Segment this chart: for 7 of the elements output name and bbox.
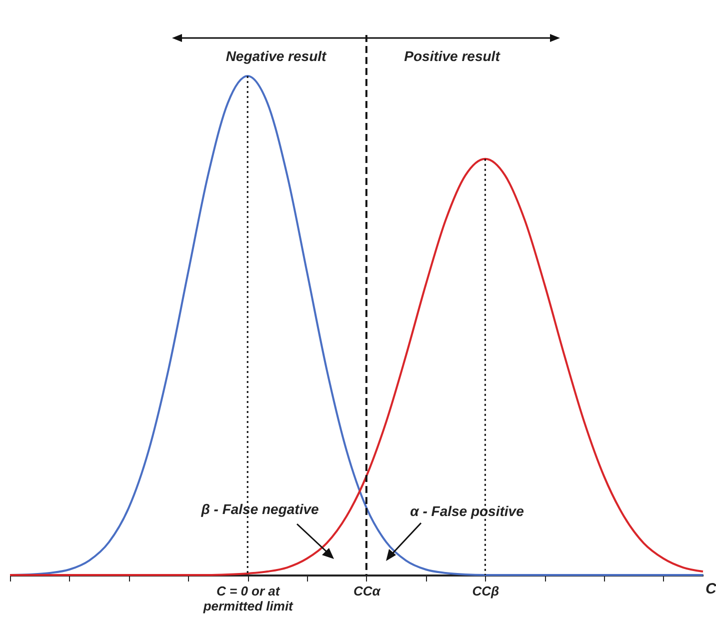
- text: Positive result: [404, 48, 502, 64]
- annotation: β - False negative: [200, 501, 320, 517]
- x-tick-label: CCβ: [472, 584, 500, 598]
- x-tick-label: CCα: [353, 584, 382, 598]
- text: Negative result: [226, 48, 328, 64]
- annotation: α - False positive: [410, 503, 524, 519]
- x-tick-label: C = 0 or at permitted limit: [202, 584, 294, 614]
